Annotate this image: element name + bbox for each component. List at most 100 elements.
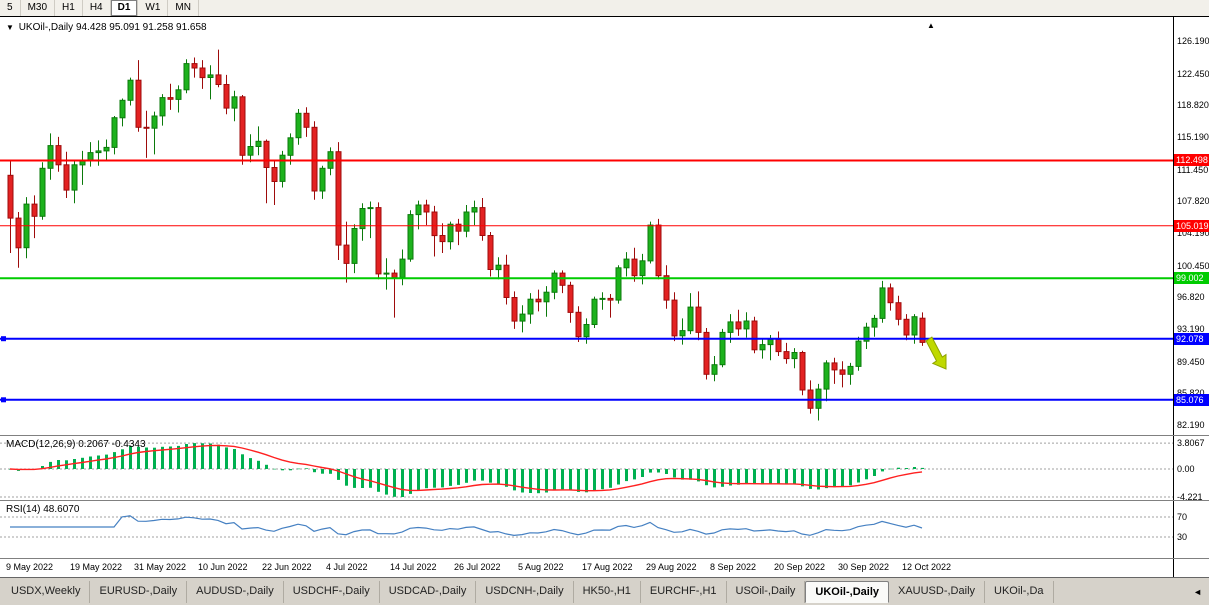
- macd-histogram-bar: [449, 469, 452, 486]
- candle-body: [295, 112, 302, 139]
- candle-body: [343, 244, 350, 264]
- chart-tab-hk50-h1[interactable]: HK50-,H1: [574, 581, 641, 603]
- line-anchor-marker[interactable]: [1, 336, 6, 342]
- chart-tab-ukoil-da[interactable]: UKOil-,Da: [985, 581, 1054, 603]
- candle-body: [775, 338, 782, 353]
- sell-signal-arrow[interactable]: [925, 336, 947, 370]
- candle-body: [719, 331, 726, 366]
- chart-tab-xauusd-daily[interactable]: XAUUSD-,Daily: [889, 581, 986, 603]
- candle-body: [863, 326, 870, 342]
- candle-body: [655, 224, 662, 277]
- chart-tab-eurusd-daily[interactable]: EURUSD-,Daily: [90, 581, 188, 603]
- candle-body: [71, 164, 78, 191]
- candle-body: [191, 63, 198, 69]
- macd-histogram-bar: [785, 469, 788, 485]
- symbol-name: UKOil-,Daily: [18, 22, 74, 33]
- timeframe-button-mn[interactable]: MN: [168, 0, 199, 16]
- timeframe-button-m30[interactable]: M30: [21, 0, 56, 16]
- macd-histogram-bar: [529, 469, 532, 493]
- symbol-dropdown-icon[interactable]: ▼: [6, 23, 14, 32]
- chart-tab-ukoil-daily[interactable]: UKOil-,Daily: [805, 581, 889, 603]
- candle-body: [279, 154, 286, 182]
- candle-body: [447, 223, 454, 243]
- chart-shift-marker[interactable]: ▲: [927, 21, 935, 30]
- candle-body: [479, 207, 486, 237]
- candle-body: [895, 302, 902, 320]
- date-tick-label: 30 Sep 2022: [838, 562, 890, 572]
- chart-tab-usdcad-daily[interactable]: USDCAD-,Daily: [380, 581, 477, 603]
- candle-body: [855, 340, 862, 367]
- candle-body: [87, 152, 94, 162]
- rsi-canvas[interactable]: [0, 501, 1173, 558]
- macd-canvas[interactable]: [0, 436, 1173, 500]
- candle-body: [135, 79, 142, 128]
- line-anchor-marker[interactable]: [1, 397, 6, 403]
- date-tick-label: 31 May 2022: [134, 562, 187, 572]
- date-axis[interactable]: 9 May 2022 19 May 2022 31 May 2022 10 Jun 2…: [0, 559, 1173, 577]
- chart-tab-audusd-daily[interactable]: AUDUSD-,Daily: [187, 581, 284, 603]
- price-tick-label: 107.820: [1177, 196, 1209, 207]
- macd-histogram-bar: [489, 469, 492, 483]
- candle-body: [175, 89, 182, 100]
- date-tick-label: 17 Aug 2022: [582, 562, 633, 572]
- chart-tab-usdchf-daily[interactable]: USDCHF-,Daily: [284, 581, 380, 603]
- chart-window: ▼ UKOil-,Daily 94.428 95.091 91.258 91.6…: [0, 17, 1209, 577]
- macd-histogram-bar: [369, 469, 372, 488]
- candle-body: [535, 298, 542, 303]
- timeframe-button-5[interactable]: 5: [0, 0, 21, 16]
- timeframe-button-h4[interactable]: H4: [83, 0, 111, 16]
- macd-histogram-bar: [457, 469, 460, 485]
- timeframe-button-d1[interactable]: D1: [110, 0, 139, 16]
- macd-histogram-bar: [161, 446, 164, 469]
- candle-body: [839, 369, 846, 375]
- price-tick-label: 100.450: [1177, 260, 1209, 271]
- chart-tabs-list: USDX,Weekly EURUSD-,Daily AUDUSD-,Daily USD…: [2, 581, 1186, 603]
- macd-histogram-bar: [353, 469, 356, 488]
- chart-tab-usdcnh-daily[interactable]: USDCNH-,Daily: [476, 581, 574, 603]
- candle-body: [199, 67, 206, 79]
- chart-tab-usdx-weekly[interactable]: USDX,Weekly: [2, 581, 91, 603]
- macd-axis-label: -4.221: [1177, 492, 1203, 502]
- candle-body: [47, 145, 54, 169]
- candle-body: [143, 126, 150, 129]
- tab-scroll-left-button[interactable]: ◄: [1193, 587, 1202, 597]
- candle-body: [103, 146, 110, 152]
- macd-histogram-bar: [505, 469, 508, 487]
- candle-body: [391, 272, 398, 279]
- macd-panel: MACD(12,26,9) 0.2067 -0.4343 3.8067 0.00 -…: [0, 435, 1209, 502]
- candle-body: [903, 318, 910, 336]
- macd-histogram-bar: [817, 469, 820, 490]
- macd-histogram-bar: [601, 469, 604, 490]
- macd-histogram-bar: [665, 469, 668, 474]
- candle-body: [7, 174, 14, 219]
- timeframe-button-w1[interactable]: W1: [138, 0, 169, 16]
- timeframe-button-h1[interactable]: H1: [55, 0, 83, 16]
- macd-histogram-bar: [513, 469, 516, 491]
- main-chart-canvas[interactable]: [0, 17, 1173, 435]
- macd-axis[interactable]: 3.8067 0.00 -4.221: [1173, 436, 1209, 502]
- macd-histogram-bar: [385, 469, 388, 495]
- macd-histogram-bar: [681, 469, 684, 480]
- candle-body: [335, 151, 342, 246]
- timeframe-toolbar: 5 M30 H1 H4 D1 W1 MN: [0, 0, 1209, 17]
- chart-tab-usoil-daily[interactable]: USOil-,Daily: [727, 581, 806, 603]
- candle-body: [911, 316, 918, 336]
- macd-histogram-bar: [521, 469, 524, 493]
- candle-body: [183, 63, 190, 91]
- macd-histogram-bar: [673, 469, 676, 478]
- rsi-axis[interactable]: 70 30: [1173, 501, 1209, 558]
- macd-histogram-bar: [377, 469, 380, 492]
- macd-histogram-bar: [345, 469, 348, 486]
- candle-body: [311, 126, 318, 192]
- chart-tab-eurchf-h1[interactable]: EURCHF-,H1: [641, 581, 727, 603]
- macd-histogram-bar: [849, 469, 852, 486]
- date-tick-label: 19 May 2022: [70, 562, 123, 572]
- price-axis[interactable]: 126.190 122.450 118.820 115.190 111.450 107.8…: [1173, 17, 1209, 435]
- macd-histogram-bar: [129, 445, 132, 469]
- candle-body: [871, 317, 878, 328]
- candle-body: [671, 299, 678, 337]
- candle-body: [431, 211, 438, 237]
- macd-histogram-bar: [657, 469, 660, 473]
- macd-histogram-bar: [305, 468, 308, 469]
- price-tick-label: 104.190: [1177, 227, 1209, 238]
